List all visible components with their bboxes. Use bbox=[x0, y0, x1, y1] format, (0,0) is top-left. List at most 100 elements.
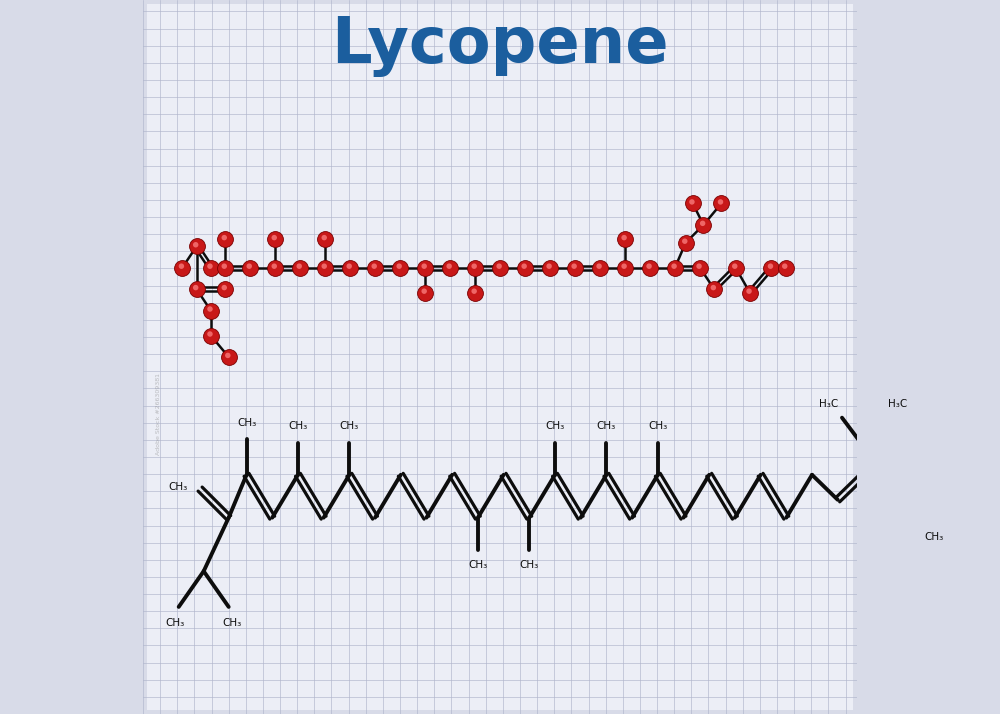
Text: CH₃: CH₃ bbox=[288, 421, 308, 431]
Point bbox=[467, 287, 483, 298]
Text: H₃C: H₃C bbox=[819, 399, 838, 409]
Point bbox=[341, 261, 357, 272]
Point bbox=[174, 262, 190, 273]
Text: CH₃: CH₃ bbox=[648, 421, 667, 431]
Point bbox=[591, 261, 607, 272]
Point bbox=[391, 261, 407, 272]
Point bbox=[762, 261, 778, 272]
Point bbox=[617, 233, 633, 245]
Point bbox=[466, 286, 482, 297]
Point bbox=[616, 232, 632, 243]
Point bbox=[616, 261, 632, 272]
Text: H₃C: H₃C bbox=[888, 399, 908, 409]
Point bbox=[763, 262, 779, 273]
Point bbox=[684, 196, 700, 208]
Point bbox=[267, 233, 283, 245]
Text: Lycopene: Lycopene bbox=[331, 16, 669, 77]
Point bbox=[242, 262, 258, 273]
Point bbox=[267, 262, 283, 273]
Point bbox=[685, 198, 701, 209]
Text: CH₃: CH₃ bbox=[237, 418, 256, 428]
Text: CH₃: CH₃ bbox=[168, 482, 187, 492]
Point bbox=[728, 262, 744, 273]
Point bbox=[203, 330, 219, 341]
Point bbox=[203, 305, 219, 316]
Point bbox=[217, 262, 233, 273]
Point bbox=[492, 262, 508, 273]
Point bbox=[221, 351, 237, 363]
FancyBboxPatch shape bbox=[147, 4, 853, 710]
Point bbox=[342, 262, 358, 273]
Point bbox=[567, 262, 583, 273]
Point bbox=[677, 236, 693, 247]
Point bbox=[695, 219, 711, 231]
Point bbox=[266, 261, 282, 272]
Point bbox=[316, 232, 332, 243]
Point bbox=[617, 262, 633, 273]
Point bbox=[466, 261, 482, 272]
Point bbox=[541, 261, 557, 272]
Point bbox=[742, 287, 758, 298]
Point bbox=[712, 196, 728, 208]
Point bbox=[188, 239, 204, 251]
Point bbox=[266, 232, 282, 243]
Point bbox=[778, 262, 794, 273]
Point bbox=[173, 261, 189, 272]
Point bbox=[741, 286, 757, 297]
Point bbox=[188, 282, 204, 293]
Text: CH₃: CH₃ bbox=[545, 421, 565, 431]
Point bbox=[203, 262, 219, 273]
Point bbox=[417, 287, 433, 298]
Point bbox=[217, 283, 233, 295]
Point bbox=[592, 262, 608, 273]
Text: Adobe Stock #266309381: Adobe Stock #266309381 bbox=[156, 373, 161, 455]
Point bbox=[566, 261, 582, 272]
Point bbox=[705, 282, 721, 293]
Point bbox=[216, 282, 232, 293]
Point bbox=[441, 261, 457, 272]
Point bbox=[542, 262, 558, 273]
Point bbox=[317, 233, 333, 245]
Point bbox=[189, 241, 205, 252]
Point bbox=[691, 261, 707, 272]
Point bbox=[202, 328, 218, 340]
Point bbox=[678, 237, 694, 248]
Point bbox=[417, 262, 433, 273]
Point bbox=[727, 261, 743, 272]
Point bbox=[416, 286, 432, 297]
Point bbox=[491, 261, 507, 272]
Point bbox=[667, 262, 683, 273]
Point bbox=[642, 262, 658, 273]
Point bbox=[216, 261, 232, 272]
Point bbox=[706, 283, 722, 295]
Text: CH₃: CH₃ bbox=[597, 421, 616, 431]
Point bbox=[316, 261, 332, 272]
Point bbox=[202, 261, 218, 272]
Text: CH₃: CH₃ bbox=[223, 618, 242, 628]
Text: CH₃: CH₃ bbox=[468, 560, 487, 570]
Text: CH₃: CH₃ bbox=[925, 532, 944, 542]
Point bbox=[442, 262, 458, 273]
Point bbox=[367, 262, 383, 273]
Point bbox=[202, 303, 218, 315]
Point bbox=[517, 262, 533, 273]
Text: CH₃: CH₃ bbox=[340, 421, 359, 431]
Point bbox=[692, 262, 708, 273]
Point bbox=[666, 261, 682, 272]
Point bbox=[516, 261, 532, 272]
Point bbox=[392, 262, 408, 273]
Text: CH₃: CH₃ bbox=[520, 560, 539, 570]
Text: CH₃: CH₃ bbox=[166, 618, 185, 628]
Point bbox=[217, 233, 233, 245]
Point bbox=[467, 262, 483, 273]
Point bbox=[641, 261, 657, 272]
Point bbox=[220, 350, 236, 361]
Point bbox=[292, 262, 308, 273]
Point bbox=[777, 261, 793, 272]
Point bbox=[366, 261, 382, 272]
Point bbox=[713, 198, 729, 209]
Point bbox=[216, 232, 232, 243]
Point bbox=[241, 261, 257, 272]
Point bbox=[416, 261, 432, 272]
Point bbox=[291, 261, 307, 272]
